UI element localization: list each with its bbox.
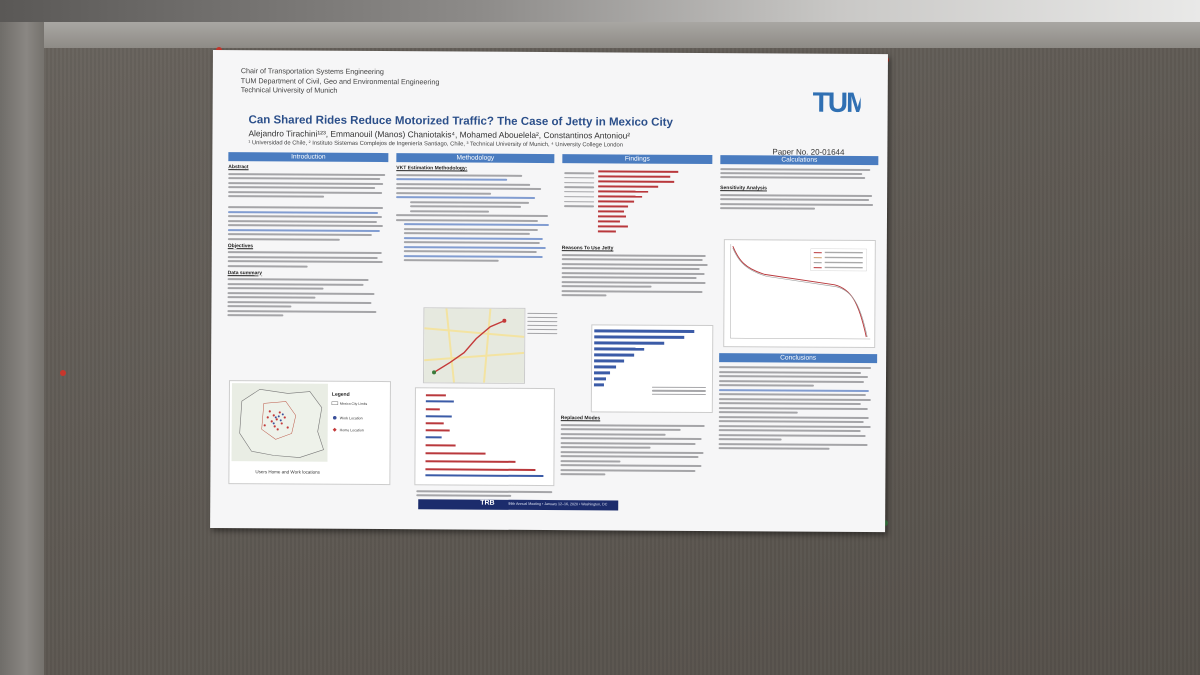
poster-authors: Alejandro Tirachini¹²³, Emmanouil (Manos… xyxy=(248,128,631,141)
tum-logo: TUM xyxy=(813,87,861,116)
replaced-modes-subhead: Replaced Modes xyxy=(560,415,601,422)
header-line: Technical University of Munich xyxy=(240,85,338,95)
map-caption: Users Home and Work locations xyxy=(255,469,320,474)
sensitivity-subhead: Sensitivity Analysis xyxy=(720,185,767,192)
reasons-subhead: Reasons To Use Jetty xyxy=(561,245,614,252)
map-legend-title: Legend xyxy=(332,392,350,398)
calculations-header: Calculations xyxy=(720,155,879,166)
trb-logo: TRB xyxy=(480,499,495,507)
partition-frame-left xyxy=(0,22,44,675)
abstract-subhead: Abstract xyxy=(228,164,249,171)
legend-work-location: Work Location xyxy=(340,416,363,420)
poster-title: Can Shared Rides Reduce Motorized Traffi… xyxy=(248,114,673,129)
pushpin-icon xyxy=(60,370,66,376)
header-line: Chair of Transportation Systems Engineer… xyxy=(240,66,384,77)
methodology-column: Methodology VKT Estimation Methodology: xyxy=(395,153,555,264)
vkt-bar-chart xyxy=(414,387,555,487)
findings-column: Findings xyxy=(562,154,713,165)
conclusions-column: Conclusions xyxy=(718,353,878,452)
data-summary-subhead: Data summary xyxy=(227,269,263,276)
calculations-column: Calculations Sensitivity Analysis xyxy=(720,155,879,212)
reasons-bar-chart xyxy=(590,324,714,414)
methodology-header: Methodology xyxy=(396,153,555,164)
tum-logo-text: TUM xyxy=(813,87,861,116)
legend-home-location: Home Location xyxy=(340,428,364,432)
mexico-city-map: Legend Mexico City Limits Work Location … xyxy=(231,383,368,475)
research-poster: Chair of Transportation Systems Engineer… xyxy=(210,50,888,533)
sensitivity-line-chart xyxy=(723,239,876,349)
conclusions-header: Conclusions xyxy=(719,353,878,364)
vkt-subhead: VKT Estimation Methodology: xyxy=(396,165,468,172)
poster-header: Chair of Transportation Systems Engineer… xyxy=(241,66,440,96)
home-work-map: Legend Mexico City Limits Work Location … xyxy=(228,380,391,486)
objectives-subhead: Objectives xyxy=(227,242,254,249)
findings-bar-chart xyxy=(562,166,686,241)
trb-meeting-info: 99th Annual Meeting • January 12–16, 202… xyxy=(508,501,608,506)
introduction-header: Introduction xyxy=(228,152,389,163)
partition-frame-top xyxy=(0,22,1200,48)
legend-city-limits: Mexico City Limits xyxy=(340,402,368,406)
trb-footer-banner: TRB 99th Annual Meeting • January 12–16,… xyxy=(418,499,619,511)
findings-header: Findings xyxy=(562,154,713,165)
introduction-column: Introduction Abstract Objectives Data su… xyxy=(227,152,389,319)
route-map xyxy=(422,307,526,384)
poster-affiliations: ¹ Universidad de Chile, ² Instituto Sist… xyxy=(248,140,623,149)
